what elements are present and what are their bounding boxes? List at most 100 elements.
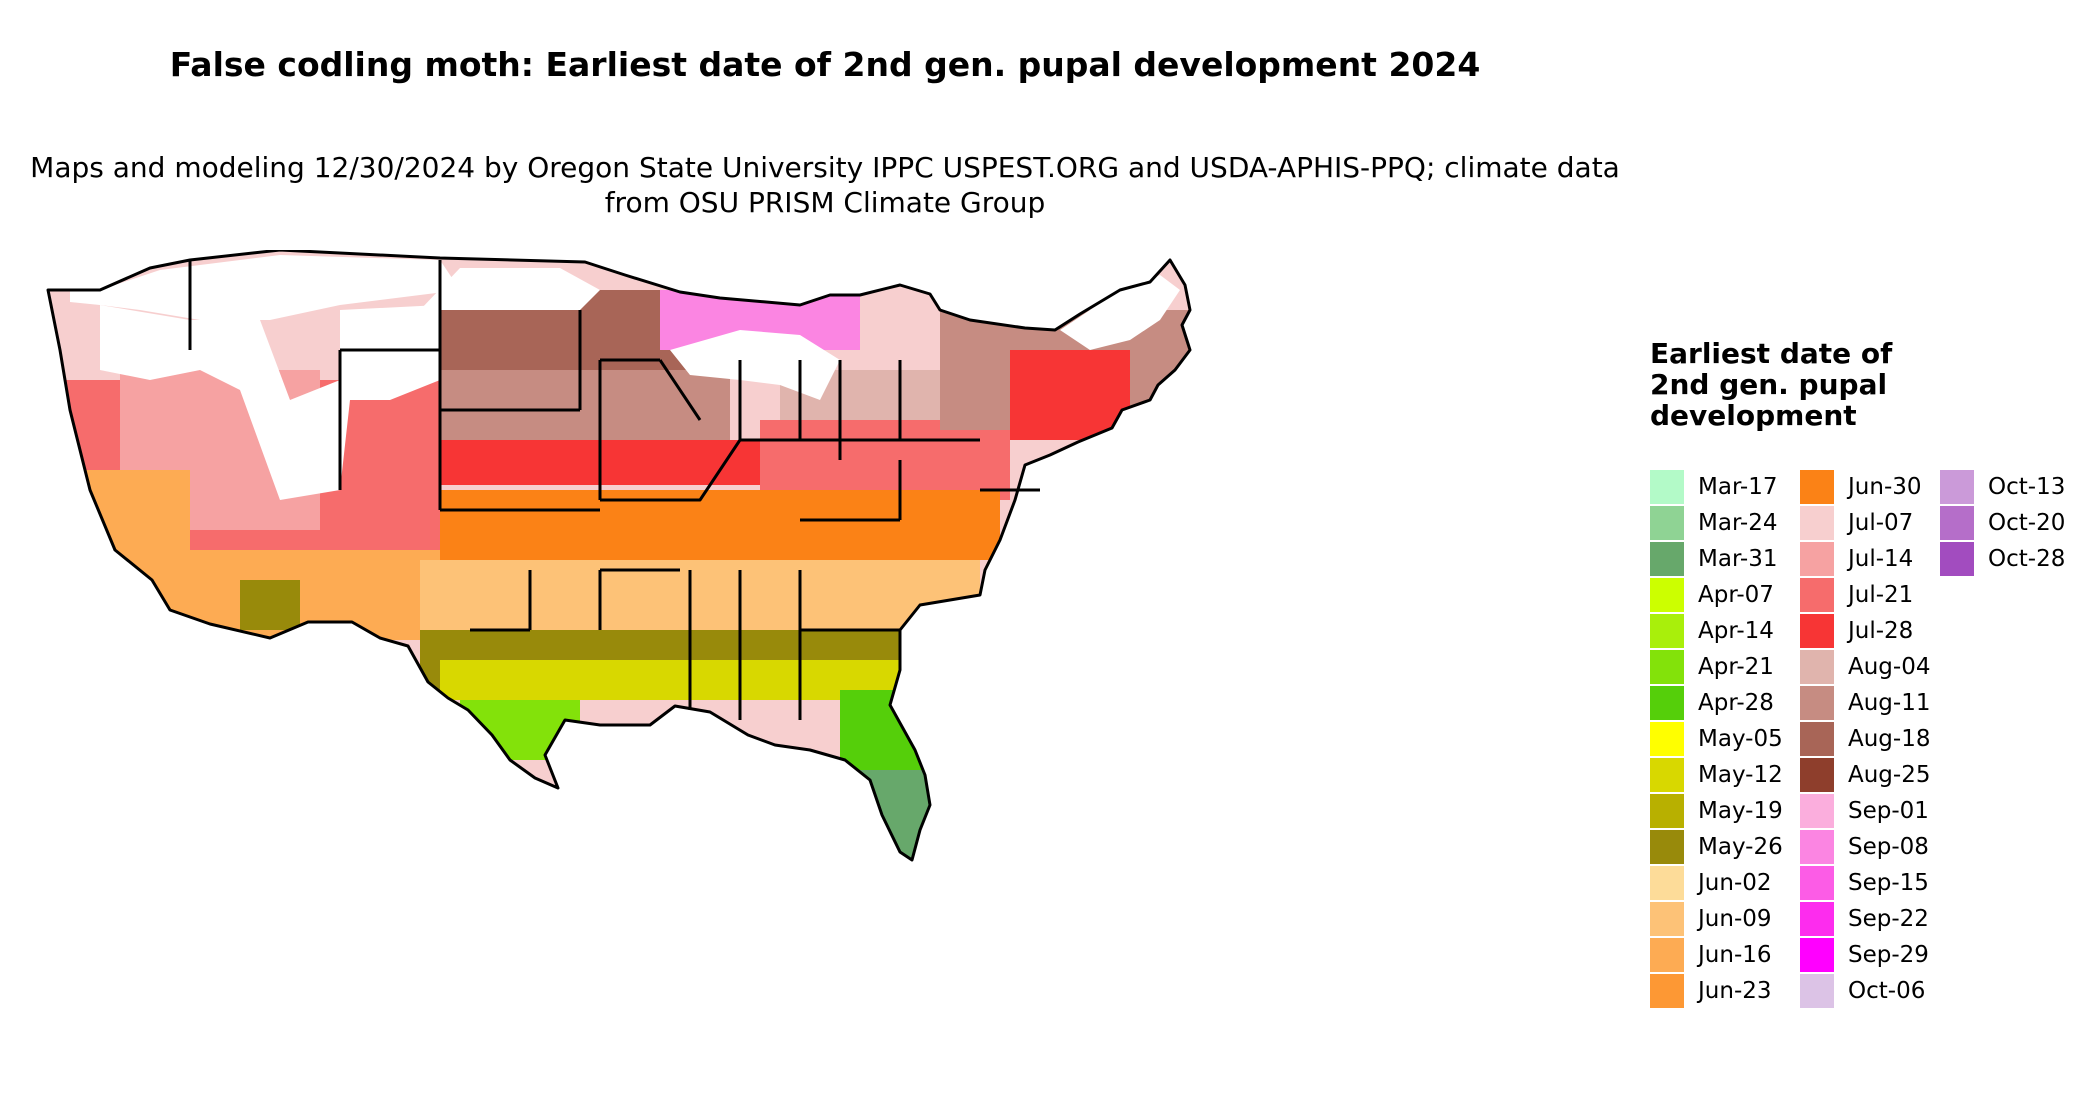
legend-label: Jun-09 [1698, 905, 1772, 932]
legend-label: Aug-11 [1848, 689, 1931, 716]
legend-label: Jul-28 [1848, 617, 1914, 644]
legend-item: Sep-01 [1800, 793, 1929, 828]
legend-item: Apr-21 [1650, 649, 1774, 684]
legend-item: Oct-06 [1800, 973, 1926, 1008]
legend-label: Jun-02 [1698, 869, 1772, 896]
legend-item: Sep-29 [1800, 937, 1929, 972]
legend-swatch [1800, 613, 1834, 648]
legend-swatch [1800, 685, 1834, 720]
legend-label: Aug-04 [1848, 653, 1931, 680]
legend-item: May-26 [1650, 829, 1783, 864]
legend-label: Sep-08 [1848, 833, 1929, 860]
legend-item: Sep-22 [1800, 901, 1929, 936]
legend-label: Sep-01 [1848, 797, 1929, 824]
legend-swatch [1650, 469, 1684, 504]
legend-label: Mar-31 [1698, 545, 1778, 572]
legend-item: Oct-28 [1940, 541, 2065, 576]
legend-item: Apr-07 [1650, 577, 1774, 612]
legend-item: Mar-17 [1650, 469, 1778, 504]
legend-label: May-05 [1698, 725, 1783, 752]
legend-swatch [1650, 793, 1684, 828]
legend-label: Aug-18 [1848, 725, 1931, 752]
legend-swatch [1800, 937, 1834, 972]
legend-label: Oct-20 [1988, 509, 2066, 536]
legend-label: Jun-23 [1698, 977, 1772, 1004]
legend-item: Jun-30 [1800, 469, 1922, 504]
legend-item: May-12 [1650, 757, 1783, 792]
legend-item: Jun-23 [1650, 973, 1772, 1008]
legend-item: Jul-28 [1800, 613, 1914, 648]
legend-item: Mar-24 [1650, 505, 1778, 540]
legend-title: Earliest date of 2nd gen. pupal developm… [1650, 337, 1893, 432]
legend-item: Jul-07 [1800, 505, 1914, 540]
legend-label: May-12 [1698, 761, 1783, 788]
legend-item: Aug-11 [1800, 685, 1931, 720]
map-title: False codling moth: Earliest date of 2nd… [169, 45, 1481, 84]
legend-swatch [1650, 973, 1684, 1008]
legend-swatch [1650, 865, 1684, 900]
legend-item: Aug-18 [1800, 721, 1931, 756]
legend-label: May-19 [1698, 797, 1783, 824]
legend-label: Oct-13 [1988, 473, 2066, 500]
legend-swatch [1800, 829, 1834, 864]
legend-item: Jun-09 [1650, 901, 1772, 936]
legend-swatch [1940, 541, 1974, 576]
legend-swatch [1800, 505, 1834, 540]
state-borders [46, 250, 1192, 862]
legend-label: Mar-17 [1698, 473, 1778, 500]
legend-swatch [1650, 613, 1684, 648]
no-development-areas [70, 255, 1180, 500]
legend-item: Sep-08 [1800, 829, 1929, 864]
legend-item: Jul-14 [1800, 541, 1913, 576]
legend-label: Jul-21 [1848, 581, 1914, 608]
map-subtitle: Maps and modeling 12/30/2024 by Oregon S… [30, 151, 1620, 219]
legend-label: Jul-07 [1848, 509, 1914, 536]
legend-swatch [1800, 541, 1834, 576]
legend-swatch [1800, 757, 1834, 792]
legend-item: Jun-16 [1650, 937, 1772, 972]
legend-label: Aug-25 [1848, 761, 1931, 788]
legend-swatch [1650, 649, 1684, 684]
legend-item: Aug-04 [1800, 649, 1931, 684]
legend-swatch [1800, 649, 1834, 684]
legend-label: Apr-07 [1698, 581, 1774, 608]
legend-swatch [1650, 685, 1684, 720]
legend-swatch [1800, 901, 1834, 936]
legend-item: May-19 [1650, 793, 1783, 828]
legend-item: May-05 [1650, 721, 1783, 756]
legend-label: Sep-29 [1848, 941, 1929, 968]
legend-item: Mar-31 [1650, 541, 1778, 576]
legend-swatch [1650, 829, 1684, 864]
legend-item: Apr-14 [1650, 613, 1774, 648]
legend-item: Jun-02 [1650, 865, 1772, 900]
legend-swatch [1650, 721, 1684, 756]
legend-swatch [1800, 577, 1834, 612]
legend-swatch [1650, 577, 1684, 612]
legend-swatch [1940, 469, 1974, 504]
legend-label: Sep-22 [1848, 905, 1929, 932]
legend-label: Sep-15 [1848, 869, 1929, 896]
legend-label: May-26 [1698, 833, 1783, 860]
legend-item: Jul-21 [1800, 577, 1914, 612]
legend-item: Aug-25 [1800, 757, 1931, 792]
legend-swatch [1650, 901, 1684, 936]
legend-swatch [1940, 505, 1974, 540]
legend-label: Apr-14 [1698, 617, 1774, 644]
legend-label: Jun-16 [1698, 941, 1772, 968]
legend-swatch [1650, 505, 1684, 540]
legend-swatch [1800, 865, 1834, 900]
legend-label: Apr-28 [1698, 689, 1774, 716]
legend-swatch [1800, 973, 1834, 1008]
legend-item: Oct-20 [1940, 505, 2066, 540]
us-map [46, 250, 1192, 862]
legend-label: Mar-24 [1698, 509, 1778, 536]
legend-swatch [1650, 541, 1684, 576]
legend-label: Jun-30 [1848, 473, 1922, 500]
legend-swatch [1650, 937, 1684, 972]
legend-swatch [1800, 469, 1834, 504]
legend-swatch [1800, 721, 1834, 756]
legend-item: Oct-13 [1940, 469, 2066, 504]
legend-item: Apr-28 [1650, 685, 1774, 720]
legend-label: Apr-21 [1698, 653, 1774, 680]
legend-label: Oct-06 [1848, 977, 1926, 1004]
